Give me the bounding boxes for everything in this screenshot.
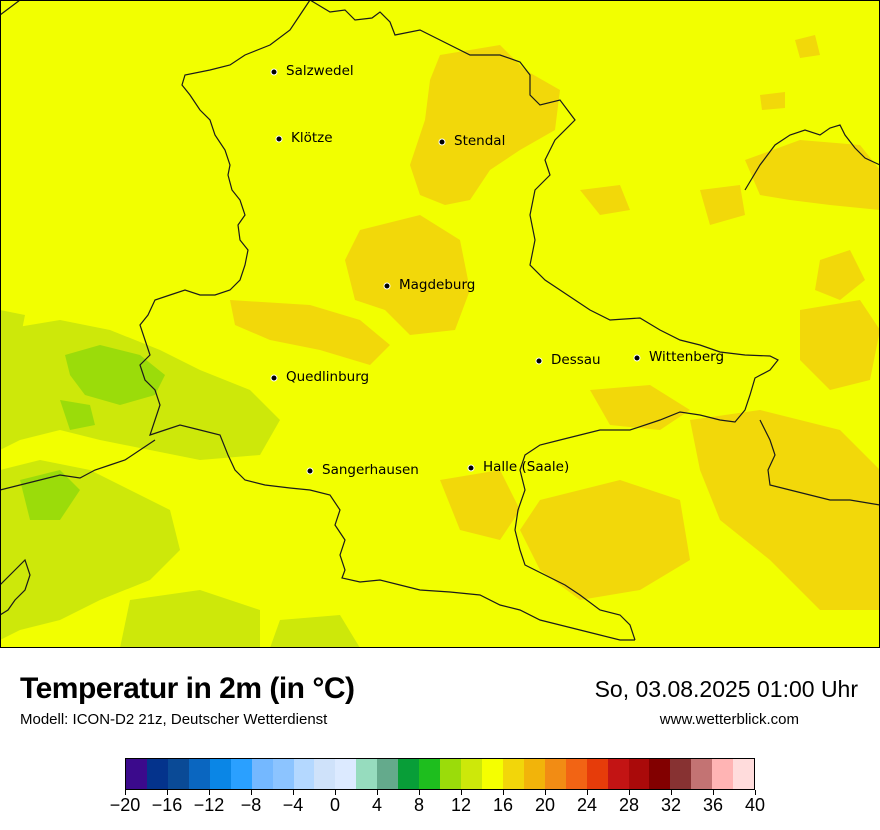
city-label-stendal: Stendal [454, 133, 505, 149]
tick-label: −8 [240, 795, 262, 815]
state-borders [0, 0, 880, 641]
tick-mark [755, 790, 756, 795]
tick-label: 28 [618, 795, 640, 815]
color-swatch [712, 759, 734, 789]
tick-mark [629, 790, 630, 795]
tick-mark [671, 790, 672, 795]
city-label-sangerhausen: Sangerhausen [322, 462, 419, 478]
tick-mark [167, 790, 168, 795]
city-quedlinburg: Quedlinburg [270, 369, 369, 385]
tick-label: −16 [151, 795, 183, 815]
tick-mark [377, 790, 378, 795]
map-title: Temperatur in 2m (in °C) [20, 672, 355, 705]
city-label-wittenberg: Wittenberg [649, 349, 724, 365]
tick-label: −4 [282, 795, 304, 815]
color-scale-ticks: −20 −16 −12 −8 −4 0 4 8 12 16 20 24 28 32 36 40 [0, 648, 880, 830]
color-swatch [167, 759, 189, 789]
city-stendal: Stendal [438, 133, 505, 149]
color-swatch [544, 759, 566, 789]
color-scale-bar [125, 758, 755, 790]
city-label-quedlinburg: Quedlinburg [286, 369, 369, 385]
tick-label: 36 [702, 795, 724, 815]
color-swatch [188, 759, 210, 789]
city-salzwedel: Salzwedel [270, 63, 354, 79]
city-label-kloetze: Klötze [291, 130, 333, 146]
city-halle: Halle (Saale) [467, 459, 569, 475]
tick-label: 24 [576, 795, 598, 815]
model-source: Modell: ICON-D2 21z, Deutscher Wetterdie… [20, 711, 328, 728]
valid-datetime: So, 03.08.2025 01:00 Uhr [594, 676, 858, 702]
city-dessau: Dessau [535, 352, 601, 368]
green-patches [20, 345, 165, 520]
tick-mark [293, 790, 294, 795]
tick-mark [545, 790, 546, 795]
website-link[interactable]: www.wetterblick.com [659, 711, 799, 728]
city-label-dessau: Dessau [551, 352, 601, 368]
color-swatch [419, 759, 441, 789]
tick-label: 8 [413, 795, 425, 815]
city-label-salzwedel: Salzwedel [286, 63, 354, 79]
color-swatch [335, 759, 357, 789]
tick-label: −12 [193, 795, 225, 815]
tick-mark [503, 790, 504, 795]
warm-patches [230, 35, 880, 610]
color-swatch [502, 759, 524, 789]
tick-label: 40 [744, 795, 766, 815]
tick-mark [335, 790, 336, 795]
city-sangerhausen: Sangerhausen [306, 462, 419, 478]
color-swatch [356, 759, 378, 789]
color-swatch [523, 759, 545, 789]
color-swatch [209, 759, 231, 789]
color-swatch [126, 759, 147, 789]
city-wittenberg: Wittenberg [633, 349, 724, 365]
tick-label: 12 [450, 795, 472, 815]
color-swatch [481, 759, 503, 789]
color-swatch [628, 759, 650, 789]
color-swatch [293, 759, 315, 789]
color-swatch [733, 759, 755, 789]
tick-mark [587, 790, 588, 795]
color-swatch [440, 759, 461, 789]
tick-label: 0 [329, 795, 341, 815]
tick-mark [251, 790, 252, 795]
color-swatch [565, 759, 587, 789]
city-label-halle: Halle (Saale) [483, 459, 569, 475]
color-swatch [586, 759, 608, 789]
temperature-map: Salzwedel Klötze Stendal Magdeburg Dessa… [0, 0, 880, 648]
tick-mark [713, 790, 714, 795]
color-swatch [251, 759, 273, 789]
color-swatch [230, 759, 252, 789]
city-magdeburg: Magdeburg [383, 277, 475, 293]
color-swatch [607, 759, 629, 789]
tick-label: −20 [109, 795, 141, 815]
color-swatch [272, 759, 294, 789]
color-swatch [461, 759, 482, 789]
tick-mark [461, 790, 462, 795]
tick-label: 16 [492, 795, 514, 815]
color-swatch [398, 759, 420, 789]
city-label-magdeburg: Magdeburg [399, 277, 475, 293]
city-markers: Salzwedel Klötze Stendal Magdeburg Dessa… [270, 63, 724, 478]
color-swatch [314, 759, 336, 789]
tick-mark [209, 790, 210, 795]
legend-footer: Temperatur in 2m (in °C) Modell: ICON-D2… [0, 648, 880, 830]
color-swatch [377, 759, 399, 789]
color-swatch [691, 759, 713, 789]
tick-label: 4 [371, 795, 383, 815]
city-kloetze: Klötze [275, 130, 333, 146]
color-swatch [649, 759, 671, 789]
color-swatch [146, 759, 168, 789]
tick-label: 20 [534, 795, 556, 815]
color-swatch [670, 759, 692, 789]
tick-label: 32 [660, 795, 682, 815]
tick-mark [419, 790, 420, 795]
tick-mark [125, 790, 126, 795]
